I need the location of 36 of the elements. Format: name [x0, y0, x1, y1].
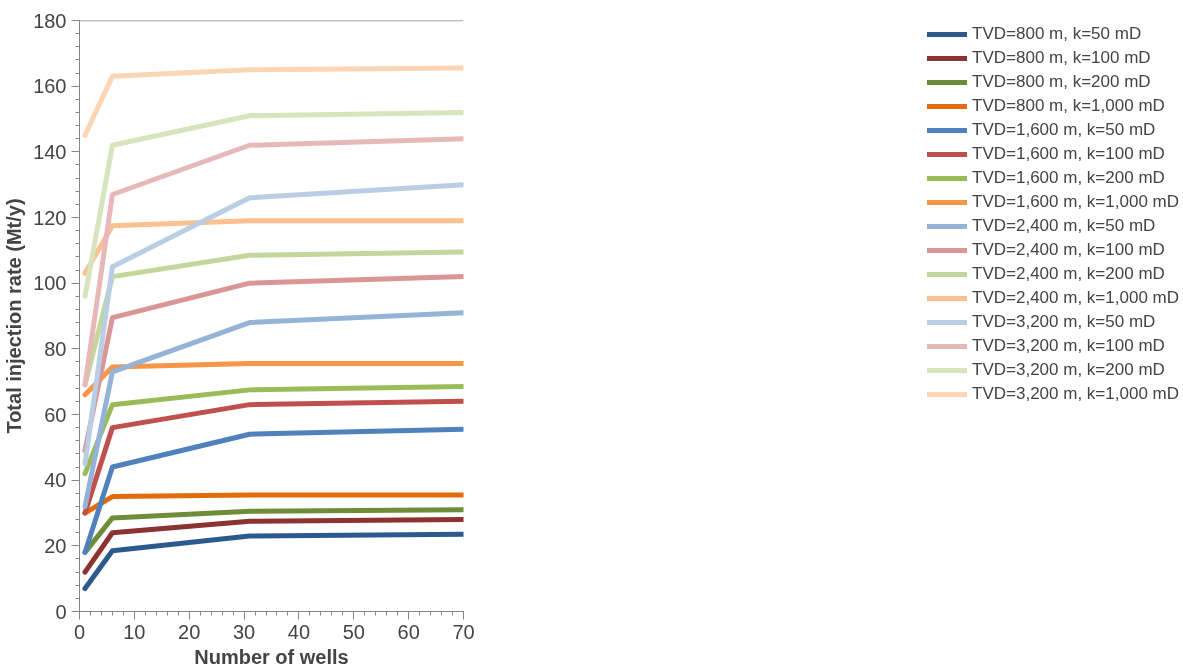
- legend-label: TVD=2,400 m, k=1,000 mD: [972, 288, 1179, 308]
- y-tick-label: 120: [33, 206, 67, 229]
- legend-label: TVD=1,600 m, k=200 mD: [972, 168, 1165, 188]
- legend-label: TVD=1,600 m, k=1,000 mD: [972, 192, 1179, 212]
- legend-label: TVD=2,400 m, k=100 mD: [972, 240, 1165, 260]
- legend-label: TVD=1,600 m, k=100 mD: [972, 144, 1165, 164]
- legend-label: TVD=2,400 m, k=50 mD: [972, 216, 1156, 236]
- legend-label: TVD=800 m, k=1,000 mD: [972, 96, 1165, 116]
- legend-label: TVD=800 m, k=200 mD: [972, 72, 1151, 92]
- x-tick-label: 70: [452, 620, 475, 643]
- legend-label: TVD=3,200 m, k=200 mD: [972, 360, 1165, 380]
- y-axis-title: Total injection rate (Mt/y): [3, 198, 26, 434]
- legend-label: TVD=800 m, k=100 mD: [972, 48, 1151, 68]
- y-tick-label: 60: [44, 403, 67, 426]
- legend-label: TVD=3,200 m, k=1,000 mD: [972, 384, 1179, 404]
- x-axis-title: Number of wells: [194, 645, 349, 668]
- x-tick-label: 0: [73, 620, 86, 643]
- x-tick-label: 50: [342, 620, 365, 643]
- x-tick-label: 30: [232, 620, 256, 643]
- y-tick-label: 80: [44, 337, 67, 360]
- x-tick-label: 40: [287, 620, 311, 643]
- y-tick-label: 0: [55, 600, 67, 623]
- legend-label: TVD=2,400 m, k=200 mD: [972, 264, 1165, 284]
- y-tick-label: 180: [33, 9, 67, 32]
- legend-label: TVD=1,600 m, k=50 mD: [972, 120, 1156, 140]
- legend-label: TVD=3,200 m, k=100 mD: [972, 336, 1165, 356]
- x-tick-label: 20: [178, 620, 201, 643]
- x-tick-label: 60: [397, 620, 420, 643]
- y-tick-label: 160: [33, 75, 67, 98]
- y-tick-label: 100: [33, 272, 67, 295]
- legend-label: TVD=3,200 m, k=50 mD: [972, 312, 1156, 332]
- legend-label: TVD=800 m, k=50 mD: [972, 24, 1142, 44]
- y-tick-label: 40: [44, 469, 67, 492]
- y-tick-label: 140: [33, 140, 67, 163]
- x-tick-label: 10: [123, 620, 146, 643]
- y-tick-label: 20: [44, 534, 67, 557]
